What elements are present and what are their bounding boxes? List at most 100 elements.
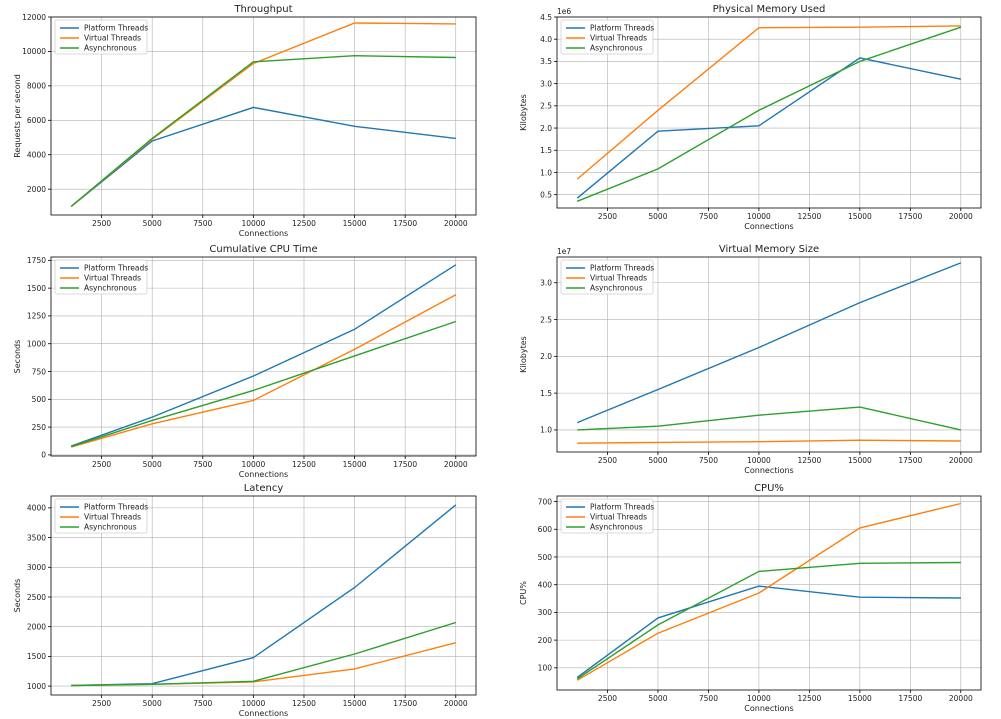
legend-entry: Virtual Threads — [84, 513, 141, 522]
x-tick-label: 17500 — [393, 699, 417, 708]
series-line-asynchronous — [70, 320, 457, 448]
y-tick-label: 8000 — [27, 82, 46, 91]
axes-frame — [556, 495, 982, 691]
y-tick-label: 1750 — [27, 256, 46, 265]
x-tick-label: 7500 — [193, 219, 212, 228]
y-tick-label: 500 — [538, 553, 553, 562]
series-line-asynchronous — [71, 621, 457, 687]
axes-frame — [556, 16, 982, 209]
x-tick-label: 5000 — [648, 694, 667, 703]
y-axis-label: Kilobytes — [519, 336, 528, 373]
series-line-platform-threads — [576, 585, 961, 679]
legend-entry: Platform Threads — [590, 24, 654, 33]
chart-title: Virtual Memory Size — [719, 244, 819, 255]
legend-entry: Virtual Threads — [590, 34, 647, 43]
series-line-virtual-threads — [71, 294, 457, 448]
y-tick-label: 2.0 — [540, 352, 552, 361]
x-tick-label: 20000 — [949, 694, 973, 703]
x-axis-label: Connections — [744, 222, 793, 231]
y-tick-label: 3.0 — [540, 79, 552, 88]
x-tick-label: 15000 — [848, 694, 872, 703]
y-tick-label: 2000 — [27, 622, 46, 631]
x-tick-label: 7500 — [193, 699, 212, 708]
legend-entry: Platform Threads — [590, 503, 654, 512]
x-tick-label: 12500 — [292, 699, 316, 708]
y-tick-label: 250 — [32, 423, 47, 432]
x-tick-label: 5000 — [143, 699, 162, 708]
legend-entry: Asynchronous — [590, 523, 643, 532]
y-tick-label: 200 — [538, 636, 553, 645]
y-tick-label: 2500 — [27, 593, 46, 602]
legend-entry: Virtual Threads — [590, 274, 647, 283]
legend-entry: Virtual Threads — [590, 513, 647, 522]
y-tick-label: 0 — [41, 451, 46, 460]
x-tick-label: 17500 — [898, 456, 922, 465]
legend-entry: Asynchronous — [590, 44, 643, 53]
y-tick-label: 1500 — [27, 284, 46, 293]
series-line-asynchronous — [577, 406, 961, 431]
chart-panel: 2500 5000 7500 10000 12500 15000 17500 20000 100… — [519, 483, 982, 713]
y-tick-label: 12000 — [22, 13, 46, 22]
y-tick-label: 1.0 — [540, 168, 552, 177]
x-tick-label: 7500 — [193, 460, 212, 469]
y-tick-label: 1500 — [27, 652, 46, 661]
x-tick-label: 5000 — [143, 219, 162, 228]
x-tick-label: 15000 — [848, 456, 872, 465]
y-tick-label: 4000 — [27, 151, 46, 160]
chart-title: Latency — [244, 483, 284, 494]
legend-entry: Asynchronous — [84, 284, 137, 293]
y-tick-label: 1.0 — [540, 426, 552, 435]
x-tick-label: 20000 — [949, 456, 973, 465]
x-tick-label: 7500 — [699, 212, 718, 221]
legend-entry: Platform Threads — [84, 24, 148, 33]
x-tick-label: 15000 — [343, 699, 367, 708]
x-tick-label: 17500 — [393, 219, 417, 228]
y-tick-label: 1000 — [27, 340, 46, 349]
x-tick-label: 20000 — [444, 699, 468, 708]
y-tick-label: 3500 — [27, 533, 46, 542]
series-line-asynchronous — [576, 561, 961, 680]
x-tick-label: 5000 — [143, 460, 162, 469]
series-line-asynchronous — [70, 54, 456, 207]
chart-title: Physical Memory Used — [713, 4, 826, 15]
y-tick-label: 4000 — [27, 504, 46, 513]
axes-frame — [50, 495, 477, 696]
y-tick-label: 2000 — [27, 185, 46, 194]
x-axis-label: Connections — [744, 466, 793, 475]
y-offset-text: 1e6 — [557, 7, 571, 16]
chart-panel: 2500 5000 7500 10000 12500 15000 17500 20000 1.0… — [519, 244, 982, 475]
y-tick-label: 500 — [32, 395, 47, 404]
x-tick-label: 17500 — [898, 694, 922, 703]
y-tick-label: 1000 — [27, 682, 46, 691]
x-tick-label: 10000 — [747, 694, 771, 703]
legend-entry: Platform Threads — [590, 264, 654, 273]
x-tick-label: 10000 — [241, 460, 265, 469]
y-tick-label: 400 — [538, 580, 553, 589]
series-line-asynchronous — [576, 26, 962, 202]
x-tick-label: 2500 — [598, 212, 617, 221]
x-axis-label: Connections — [239, 709, 288, 718]
y-tick-label: 100 — [538, 664, 553, 673]
y-tick-label: 1250 — [27, 312, 46, 321]
x-tick-label: 10000 — [747, 456, 771, 465]
x-tick-label: 17500 — [898, 212, 922, 221]
x-tick-label: 12500 — [292, 460, 316, 469]
x-tick-label: 5000 — [648, 456, 667, 465]
axes-frame — [50, 256, 477, 457]
y-tick-label: 2.5 — [540, 102, 552, 111]
y-tick-label: 6000 — [27, 116, 46, 125]
y-tick-label: 3000 — [27, 563, 46, 572]
y-axis-label: Seconds — [13, 340, 22, 374]
x-tick-label: 2500 — [92, 699, 111, 708]
axes-frame — [556, 256, 982, 453]
y-tick-label: 4.0 — [540, 35, 552, 44]
x-tick-label: 5000 — [648, 212, 667, 221]
x-tick-label: 12500 — [797, 456, 821, 465]
series-line-virtual-threads — [576, 25, 961, 180]
y-tick-label: 2.5 — [540, 315, 552, 324]
chart-panel: 2500 5000 7500 10000 12500 15000 17500 20000 0.5… — [519, 4, 982, 231]
series-line-virtual-threads — [576, 502, 961, 681]
y-tick-label: 300 — [538, 608, 553, 617]
x-tick-label: 12500 — [797, 212, 821, 221]
